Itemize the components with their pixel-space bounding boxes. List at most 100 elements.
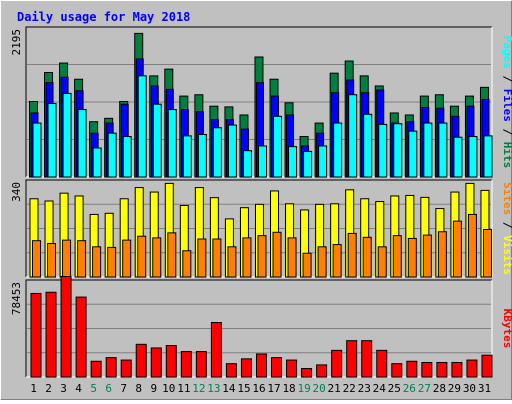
x-tick-label: 19 [297,382,310,395]
bar-pages [137,75,147,178]
side-label-separator: / [501,122,512,142]
bar-pages [182,135,192,178]
bar-pages [77,109,87,178]
bar-sites [227,246,237,278]
panel-kbytes: 78453 KBytes [10,275,512,378]
bar-sites [242,237,252,278]
bar-kbytes [90,360,102,378]
bar-sites [362,236,372,278]
bar-pages [408,130,418,178]
bar-sites [347,232,357,278]
side-label-separator: / [501,69,512,89]
bar-pages [378,123,388,178]
bar-sites [137,235,147,278]
panel-traffic: 2195 Pages / Files / Hits [10,26,512,178]
bar-sites [182,250,192,278]
bar-sites [377,246,387,278]
bar-kbytes [30,292,42,378]
x-tick-label: 2 [45,382,52,395]
x-tick-label: 16 [252,382,265,395]
x-tick-label: 4 [75,382,82,395]
panel-border-top [25,179,492,277]
panel-border-top [25,26,492,177]
bar-kbytes [225,363,237,378]
bar-sites [452,220,462,278]
panel-visitors: 340 Sites / Visits [10,179,512,278]
x-tick-label: 3 [60,382,67,395]
bar-kbytes [45,291,57,378]
bar-pages [167,109,177,178]
x-tick-label: 12 [192,382,205,395]
bar-pages [32,122,42,178]
side-label: KBytes [501,309,512,349]
x-tick-label: 20 [313,382,326,395]
bar-pages [197,134,207,178]
bar-pages [107,132,117,178]
x-tick-label: 17 [267,382,280,395]
bar-kbytes [331,349,343,378]
bar-pages [438,122,448,178]
bar-sites [407,237,417,278]
bar-kbytes [301,368,313,378]
bar-kbytes [120,359,132,378]
bar-sites [47,242,57,278]
bar-sites [152,237,162,278]
bar-kbytes [451,361,463,378]
side-label: Pages / Files / Hits [501,36,512,169]
bar-sites [482,229,492,278]
bar-kbytes [210,322,222,378]
bar-pages [348,94,358,178]
bar-sites [467,213,477,278]
x-tick-label: 11 [177,382,190,395]
bar-sites [302,252,312,278]
panel-border-top [25,279,492,377]
x-tick-label: 26 [403,382,416,395]
bar-kbytes [466,359,478,378]
x-tick-label: 8 [135,382,142,395]
side-label-pages: Pages [501,36,512,69]
bar-kbytes [346,340,358,378]
y-max-label: 78453 [10,282,23,315]
side-label-separator: / [501,215,512,235]
bar-sites [77,240,87,278]
bar-sites [392,235,402,278]
bar-sites [197,238,207,278]
x-tick-label: 5 [90,382,97,395]
bar-sites [62,239,72,278]
bar-kbytes [135,343,147,378]
bar-pages [423,122,433,178]
bar-sites [257,235,267,278]
bar-kbytes [391,363,403,378]
x-tick-label: 15 [237,382,250,395]
bar-kbytes [316,364,328,378]
bar-pages [273,115,283,178]
bar-sites [332,244,342,278]
bar-pages [92,147,102,178]
y-max-label: 340 [10,182,23,202]
bar-kbytes [376,349,388,378]
bar-kbytes [180,351,192,378]
x-tick-label: 18 [282,382,295,395]
x-tick-label: 7 [120,382,127,395]
x-tick-label: 6 [105,382,112,395]
y-max-label: 2195 [10,29,23,56]
x-tick-label: 21 [328,382,341,395]
bar-pages [303,150,313,178]
bar-pages [318,145,328,178]
bar-sites [272,231,282,278]
bar-pages [152,103,162,178]
bar-kbytes [60,275,72,378]
bar-sites [92,246,102,278]
bar-pages [393,123,403,178]
bar-pages [47,103,57,178]
bar-kbytes [240,358,252,378]
bar-kbytes [271,357,283,378]
bar-pages [483,135,493,178]
x-tick-label: 25 [388,382,401,395]
bar-kbytes [165,345,177,378]
bar-kbytes [105,357,117,378]
bar-pages [257,145,267,178]
